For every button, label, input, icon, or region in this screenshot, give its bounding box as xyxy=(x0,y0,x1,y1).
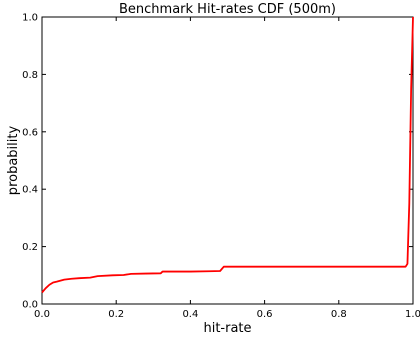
series-group xyxy=(41,16,414,294)
y-tick-label: 0.6 xyxy=(22,127,38,138)
y-axis-label: probability xyxy=(6,126,21,196)
x-tick-label: 1.0 xyxy=(405,309,420,320)
y-tick-label: 0.8 xyxy=(22,70,38,81)
x-tick-label: 0.4 xyxy=(182,309,198,320)
y-tick-label: 1.0 xyxy=(22,13,38,24)
y-tick-label: 0.4 xyxy=(22,185,38,196)
x-tick-label: 0.8 xyxy=(331,309,347,320)
y-tick-label: 0.0 xyxy=(22,300,38,311)
plot-frame xyxy=(41,16,414,305)
chart-title: Benchmark Hit-rates CDF (500m) xyxy=(119,2,336,17)
x-tick-label: 0.6 xyxy=(257,309,273,320)
x-axis-label: hit-rate xyxy=(203,321,251,336)
series-line xyxy=(41,16,414,294)
y-tick-label: 0.2 xyxy=(22,242,38,253)
x-tick-label: 0.0 xyxy=(34,309,50,320)
axis-ticks: 0.0 0.2 0.4 0.6 0.8 1.0 0.0 0.2 0.4 0.6 0.8 1.0 xyxy=(22,13,420,321)
x-tick-label: 0.2 xyxy=(108,309,124,320)
